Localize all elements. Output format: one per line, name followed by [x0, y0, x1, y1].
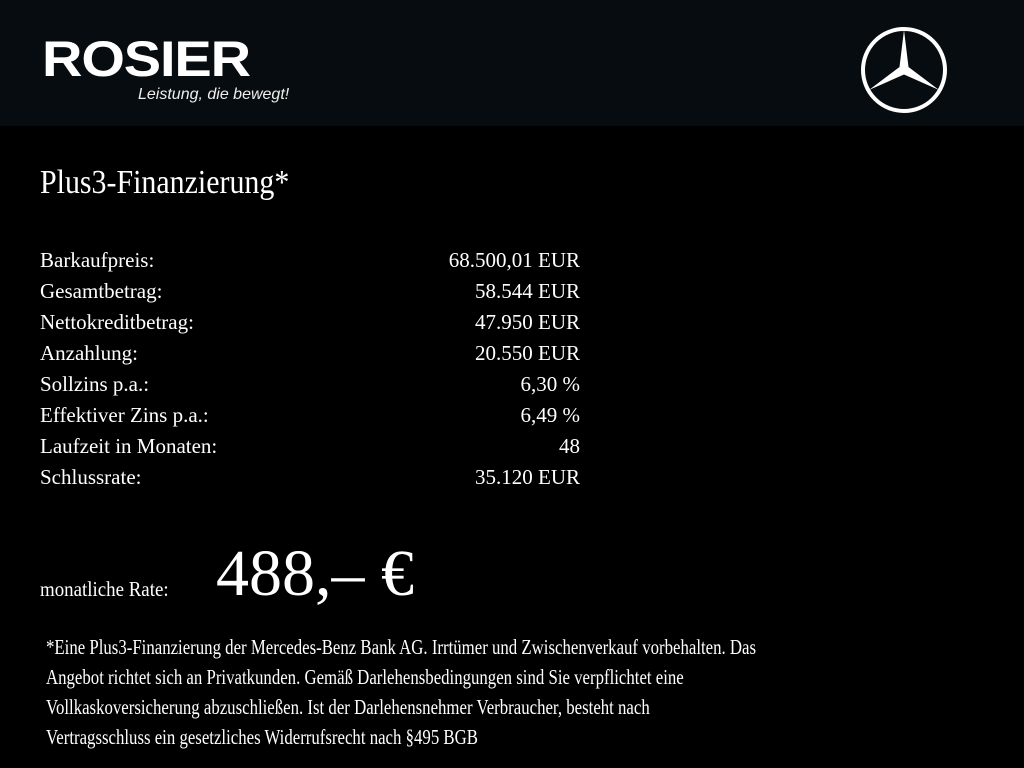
detail-row: Anzahlung: 20.550 EUR — [40, 339, 580, 370]
detail-value: 6,30 % — [520, 372, 581, 396]
detail-value: 68.500,01 EUR — [448, 248, 580, 272]
detail-value: 20.550 EUR — [475, 341, 580, 365]
detail-row: Effektiver Zins p.a.: 6,49 % — [40, 401, 580, 432]
detail-row: Nettokreditbetrag: 47.950 EUR — [40, 308, 580, 339]
brand-tagline: Leistung, die bewegt! — [138, 86, 290, 103]
detail-label: Anzahlung: — [40, 341, 138, 365]
detail-label: Sollzins p.a.: — [40, 372, 150, 396]
detail-row: Schlussrate: 35.120 EUR — [40, 463, 580, 494]
detail-label: Schlussrate: — [40, 465, 142, 489]
detail-label: Effektiver Zins p.a.: — [40, 403, 209, 427]
detail-value: 47.950 EUR — [475, 310, 580, 334]
detail-row: Barkaufpreis: 68.500,01 EUR — [40, 246, 580, 277]
monthly-rate-value: 488,– € — [216, 537, 414, 610]
detail-row: Laufzeit in Monaten: 48 — [40, 432, 580, 463]
header: ROSIER Leistung, die bewegt! — [0, 0, 1024, 126]
detail-row: Sollzins p.a.: 6,30 % — [40, 370, 580, 401]
footnote-line: *Eine Plus3-Finanzierung der Mercedes-Be… — [46, 635, 757, 659]
detail-label: Barkaufpreis: — [40, 248, 155, 272]
offer-title: Plus3-Finanzierung* — [40, 164, 290, 201]
footnote-line: Vertragsschluss ein gesetzliches Widerru… — [46, 725, 478, 749]
footnote-line: Angebot richtet sich an Privatkunden. Ge… — [46, 665, 684, 689]
detail-row: Gesamtbetrag: 58.544 EUR — [40, 277, 580, 308]
footnote: *Eine Plus3-Finanzierung der Mercedes-Be… — [46, 632, 926, 752]
rosier-logo: ROSIER Leistung, die bewegt! — [42, 31, 342, 116]
detail-label: Gesamtbetrag: — [40, 279, 163, 303]
detail-value: 58.544 EUR — [475, 279, 580, 303]
financing-details: Barkaufpreis: 68.500,01 EUR Gesamtbetrag:… — [40, 246, 580, 494]
footnote-line: Vollkaskoversicherung abzuschließen. Ist… — [46, 695, 650, 719]
detail-value: 48 — [559, 434, 580, 458]
detail-label: Nettokreditbetrag: — [40, 310, 194, 334]
brand-name: ROSIER — [42, 31, 251, 87]
monthly-rate-label: monatliche Rate: — [40, 577, 169, 601]
detail-label: Laufzeit in Monaten: — [40, 434, 218, 458]
mercedes-star-icon — [861, 27, 947, 113]
detail-value: 35.120 EUR — [475, 465, 580, 489]
detail-value: 6,49 % — [520, 403, 581, 427]
